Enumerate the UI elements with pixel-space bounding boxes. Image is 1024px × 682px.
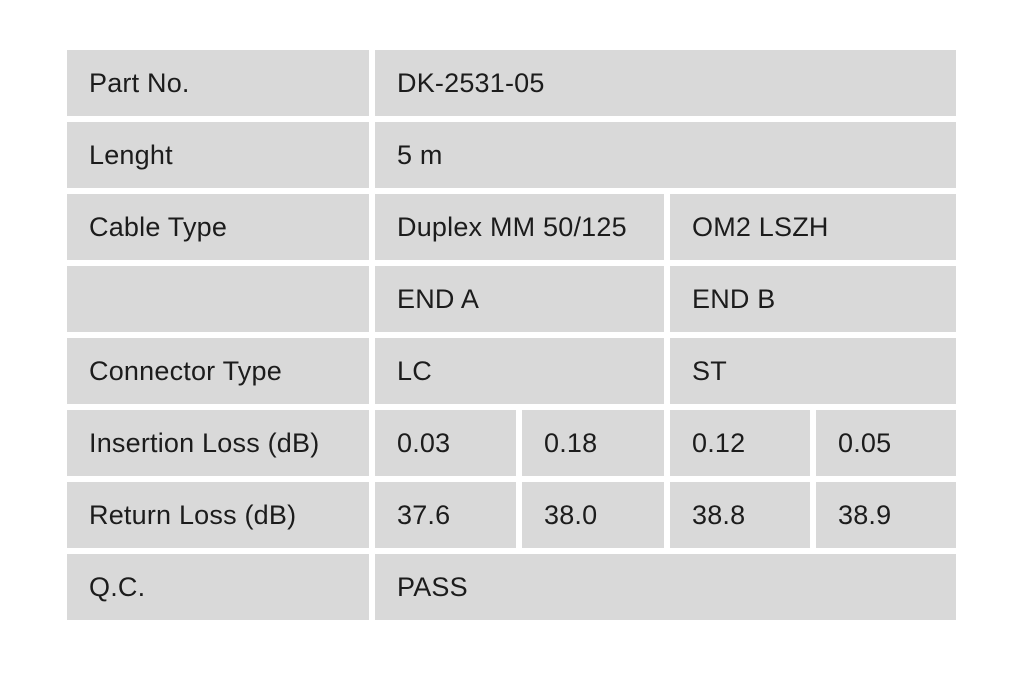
product-spec-table: Part No. DK-2531-05 Lenght 5 m Cable Typ… [61,44,962,626]
length-label: Lenght [67,122,369,188]
end-a-header: END A [375,266,664,332]
qc-value: PASS [375,554,956,620]
qc-label: Q.C. [67,554,369,620]
cable-type-value-b: OM2 LSZH [670,194,956,260]
return-loss-end-a-2: 38.0 [522,482,664,548]
table-row-part-no: Part No. DK-2531-05 [67,50,956,116]
return-loss-end-b-1: 38.8 [670,482,810,548]
return-loss-end-a-1: 37.6 [375,482,516,548]
table-row-insertion-loss: Insertion Loss (dB) 0.03 0.18 0.12 0.05 [67,410,956,476]
connector-type-value-b: ST [670,338,956,404]
part-no-value: DK-2531-05 [375,50,956,116]
length-value: 5 m [375,122,956,188]
table-row-cable-type: Cable Type Duplex MM 50/125 OM2 LSZH [67,194,956,260]
part-no-label: Part No. [67,50,369,116]
table-row-ends: END A END B [67,266,956,332]
connector-type-value-a: LC [375,338,664,404]
table-row-qc: Q.C. PASS [67,554,956,620]
connector-type-label: Connector Type [67,338,369,404]
ends-empty-cell [67,266,369,332]
insertion-loss-end-a-2: 0.18 [522,410,664,476]
insertion-loss-end-b-1: 0.12 [670,410,810,476]
insertion-loss-label: Insertion Loss (dB) [67,410,369,476]
insertion-loss-end-a-1: 0.03 [375,410,516,476]
table-row-connector-type: Connector Type LC ST [67,338,956,404]
table-row-length: Lenght 5 m [67,122,956,188]
return-loss-label: Return Loss (dB) [67,482,369,548]
return-loss-end-b-2: 38.9 [816,482,956,548]
cable-type-value-a: Duplex MM 50/125 [375,194,664,260]
insertion-loss-end-b-2: 0.05 [816,410,956,476]
end-b-header: END B [670,266,956,332]
table-row-return-loss: Return Loss (dB) 37.6 38.0 38.8 38.9 [67,482,956,548]
cable-type-label: Cable Type [67,194,369,260]
